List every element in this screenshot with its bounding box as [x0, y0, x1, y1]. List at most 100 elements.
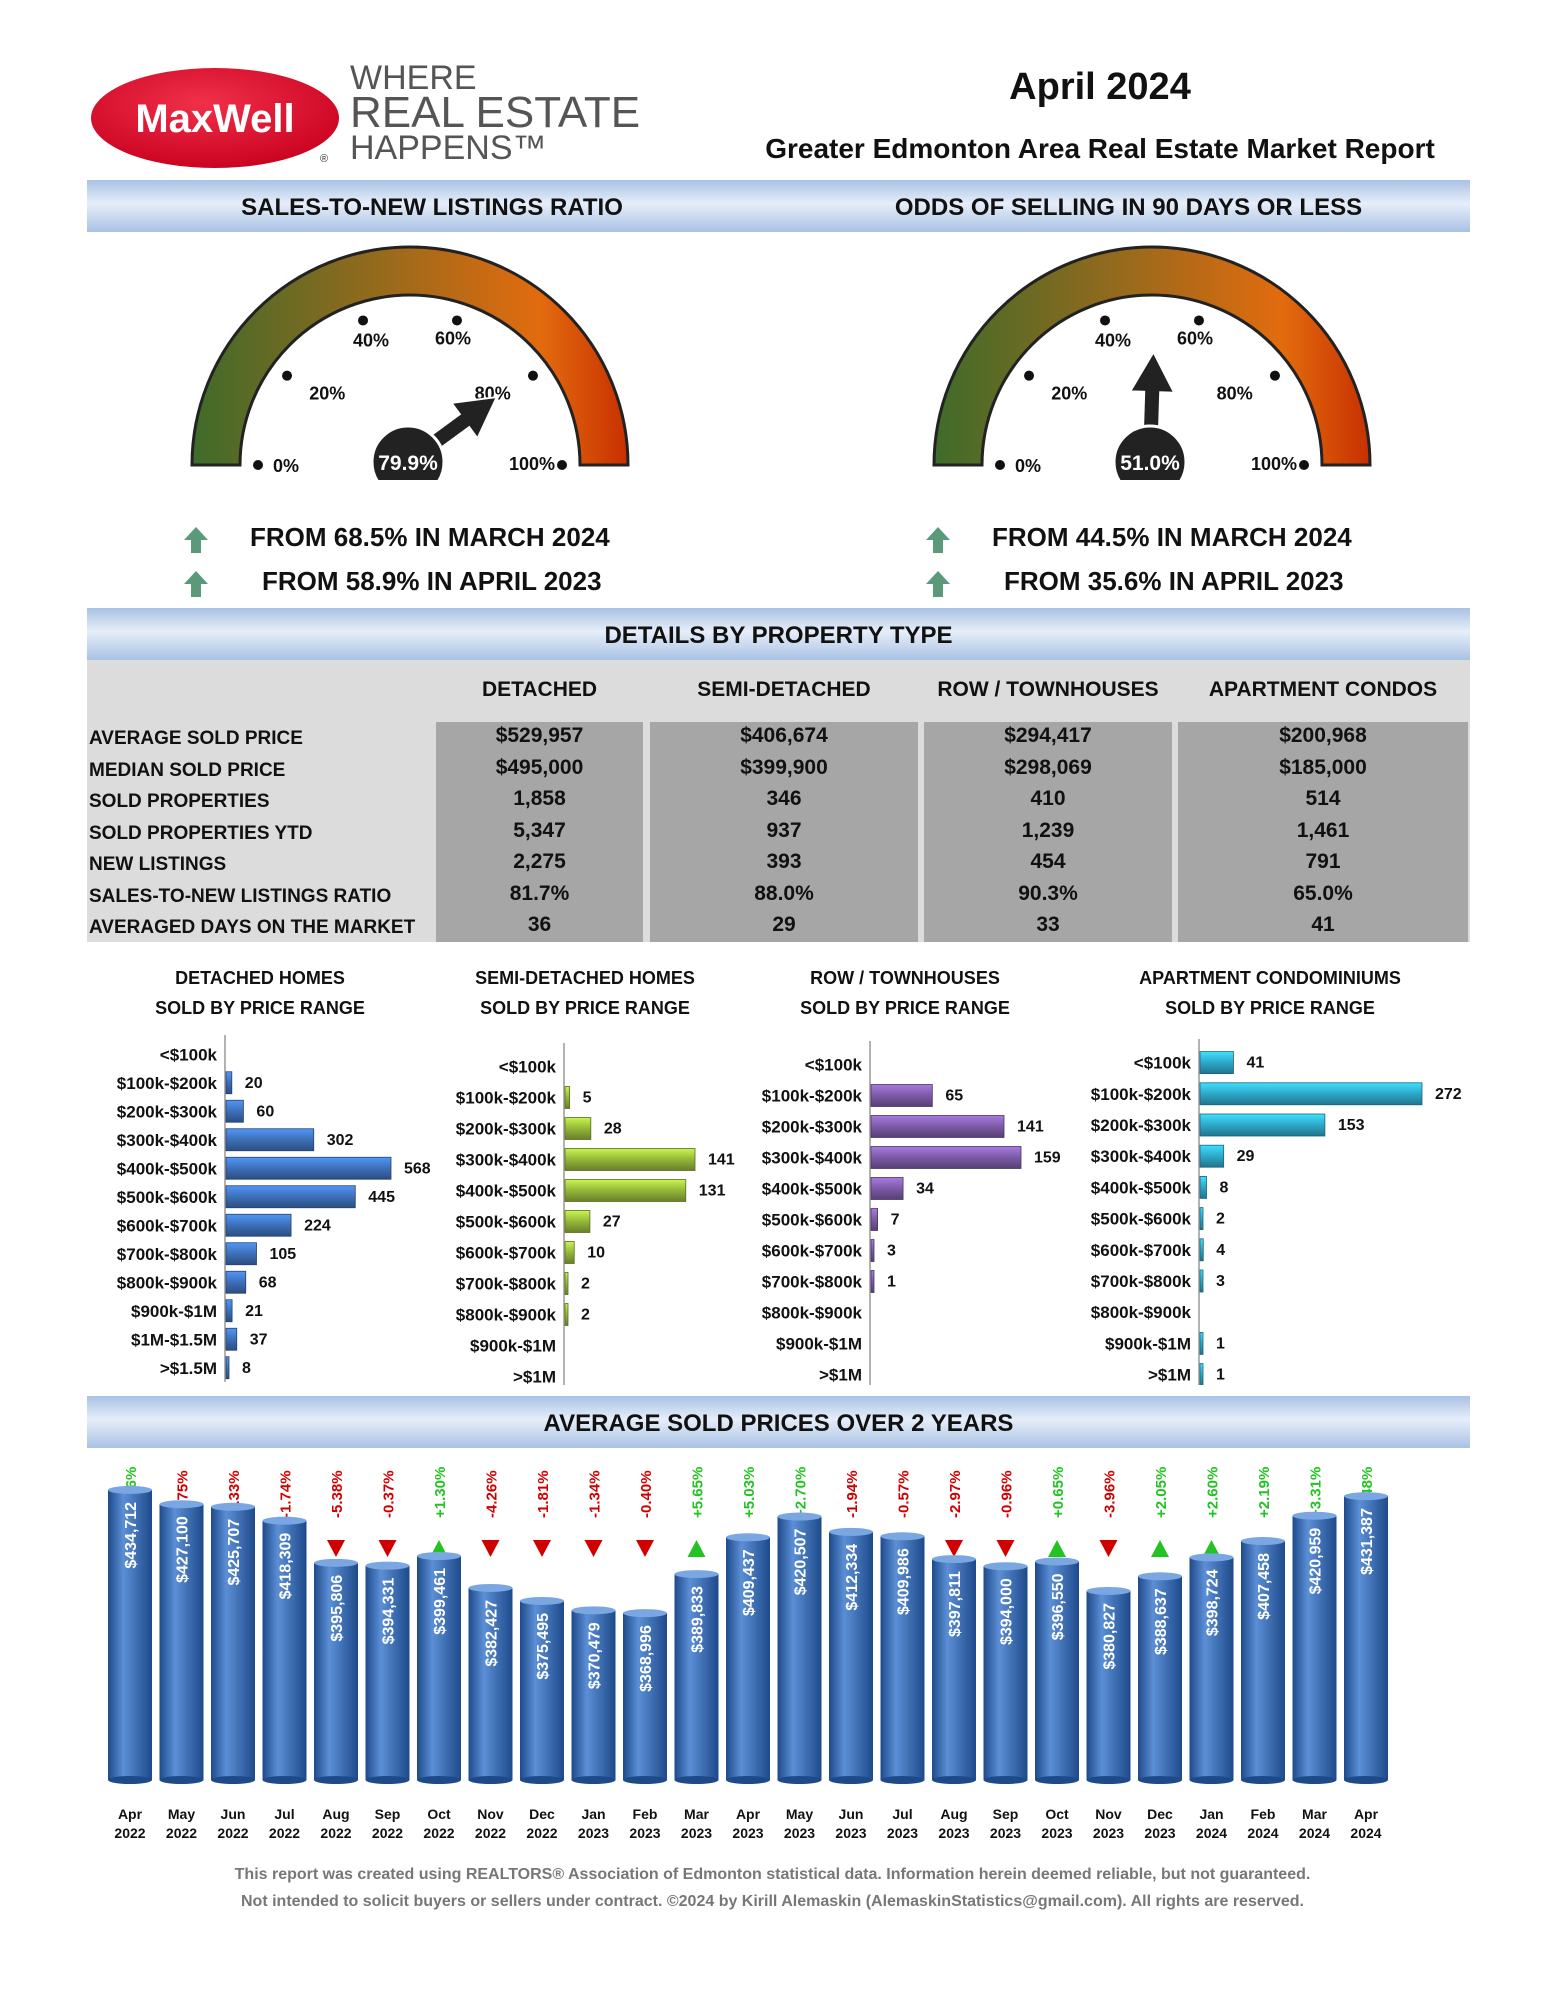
price-bar-base — [1190, 1776, 1234, 1784]
details-cell: 33 — [924, 913, 1172, 937]
hbar-bar — [1200, 1332, 1203, 1354]
hbar-bar — [871, 1147, 1021, 1169]
condo-chart-title-line2: SOLD BY PRICE RANGE — [1110, 993, 1430, 1023]
up-arrow-icon — [925, 570, 951, 598]
price-bar-cap — [984, 1562, 1028, 1570]
year-label: 2022 — [114, 1825, 145, 1840]
col-semi-detached: SEMI-DETACHED — [650, 678, 918, 702]
month-label: Oct — [427, 1806, 451, 1822]
hbar-value-label: 4 — [1216, 1242, 1225, 1259]
change-label: +2.19% — [1256, 1467, 1273, 1518]
month-label: Jun — [221, 1806, 246, 1822]
price-bar-base — [314, 1776, 358, 1784]
report-title: Greater Edmonton Area Real Estate Market… — [740, 133, 1460, 165]
hbar-category-label: <$100k — [499, 1058, 557, 1077]
price-bar-cap — [675, 1570, 719, 1578]
price-bar-base — [984, 1776, 1028, 1784]
year-label: 2024 — [1350, 1825, 1381, 1840]
gauge-tick-label: 80% — [1217, 383, 1253, 403]
month-label: Jan — [581, 1806, 605, 1822]
price-value-label: $395,806 — [329, 1575, 346, 1642]
month-label: Sep — [993, 1806, 1019, 1822]
change-label: -0.40% — [638, 1470, 655, 1518]
year-label: 2022 — [423, 1825, 454, 1840]
hbar-value-label: 68 — [259, 1274, 277, 1291]
price-value-label: $427,100 — [175, 1516, 192, 1583]
change-label: -1.74% — [278, 1470, 295, 1518]
logo-tagline: WHERE REAL ESTATE HAPPENS™ — [350, 62, 640, 164]
year-label: 2023 — [1093, 1825, 1124, 1840]
hbar-value-label: 21 — [245, 1303, 263, 1320]
price-bar-base — [1293, 1776, 1337, 1784]
price-bar-cap — [881, 1532, 925, 1540]
gauge-tick-dot — [995, 460, 1005, 470]
month-label: Apr — [1354, 1806, 1379, 1822]
svg-text:®: ® — [320, 153, 328, 165]
hbar-value-label: 29 — [1237, 1148, 1255, 1165]
details-cell: 410 — [924, 787, 1172, 811]
price-bar-cap — [1190, 1553, 1234, 1561]
change-label: +2.05% — [1153, 1467, 1170, 1518]
price-value-label: $425,707 — [226, 1519, 243, 1586]
price-bar-base — [675, 1776, 719, 1784]
details-cell: 346 — [650, 787, 918, 811]
details-row-label: NEW LISTINGS — [89, 854, 226, 876]
year-label: 2022 — [269, 1825, 300, 1840]
details-cell: $298,069 — [924, 756, 1172, 780]
hbar-value-label: 2 — [1216, 1211, 1225, 1228]
details-cell: $200,968 — [1178, 724, 1468, 748]
gauge-tick-label: 20% — [1051, 383, 1087, 403]
tagline-line2: REAL ESTATE — [350, 94, 640, 132]
hbar-category-label: $200k-$300k — [762, 1118, 863, 1137]
hbar-bar — [226, 1157, 391, 1179]
details-row-label: AVERAGED DAYS ON THE MARKET — [89, 917, 415, 939]
hbar-category-label: $300k-$400k — [762, 1149, 863, 1168]
hbar-value-label: 34 — [916, 1181, 934, 1198]
hbar-bar — [1200, 1364, 1203, 1385]
col-detached: DETACHED — [436, 678, 643, 702]
month-label: Aug — [940, 1806, 967, 1822]
hbar-value-label: 1 — [1216, 1367, 1225, 1384]
hbar-bar — [226, 1357, 229, 1379]
price-bar-cap — [314, 1559, 358, 1567]
hbar-category-label: >$1.5M — [160, 1359, 217, 1378]
price-bar-base — [160, 1776, 204, 1784]
gauge-tick-dot — [557, 460, 567, 470]
up-arrow-icon — [183, 570, 209, 598]
hbar-category-label: $800k-$900k — [762, 1304, 863, 1323]
details-cell: 937 — [650, 819, 918, 843]
year-label: 2023 — [681, 1825, 712, 1840]
hbar-category-label: $800k-$900k — [456, 1306, 557, 1325]
hbar-value-label: 445 — [368, 1189, 395, 1206]
change-label: +2.60% — [1205, 1467, 1222, 1518]
month-label: Dec — [1147, 1806, 1173, 1822]
hbar-category-label: $100k-$200k — [456, 1089, 557, 1108]
hbar-category-label: >$1M — [819, 1366, 862, 1385]
hbar-bar — [1200, 1052, 1233, 1074]
hbar-value-label: 5 — [583, 1090, 592, 1107]
hbar-category-label: $500k-$600k — [456, 1213, 557, 1232]
hbar-category-label: <$100k — [160, 1045, 218, 1064]
odds-compare-month: FROM 44.5% IN MARCH 2024 — [992, 522, 1352, 553]
hbar-bar — [1200, 1114, 1325, 1136]
details-cell: 90.3% — [924, 882, 1172, 906]
price-value-label: $398,724 — [1205, 1569, 1222, 1636]
logo-ellipse: MaxWell ® — [88, 66, 343, 174]
hbar-category-label: $300k-$400k — [456, 1151, 557, 1170]
hbar-category-label: $800k-$900k — [1091, 1303, 1192, 1322]
gauge-value: 51.0% — [1120, 452, 1180, 475]
price-bar-cap — [829, 1528, 873, 1536]
hbar-value-label: 272 — [1435, 1086, 1462, 1103]
details-cell: 1,858 — [436, 787, 643, 811]
down-triangle-icon — [327, 1540, 345, 1557]
hbar-category-label: $500k-$600k — [762, 1211, 863, 1230]
hbar-value-label: 28 — [604, 1121, 622, 1138]
gauge-tick-dot — [528, 371, 538, 381]
gauge-tick-dot — [1194, 315, 1204, 325]
hbar-category-label: >$1M — [1148, 1366, 1191, 1385]
hbar-bar — [226, 1214, 291, 1236]
price-value-label: $382,427 — [484, 1600, 501, 1667]
hbar-value-label: 105 — [270, 1246, 297, 1263]
hbar-bar — [871, 1271, 874, 1293]
odds-gauge: 0%20%40% 60%80%100%51.0% — [922, 240, 1382, 480]
